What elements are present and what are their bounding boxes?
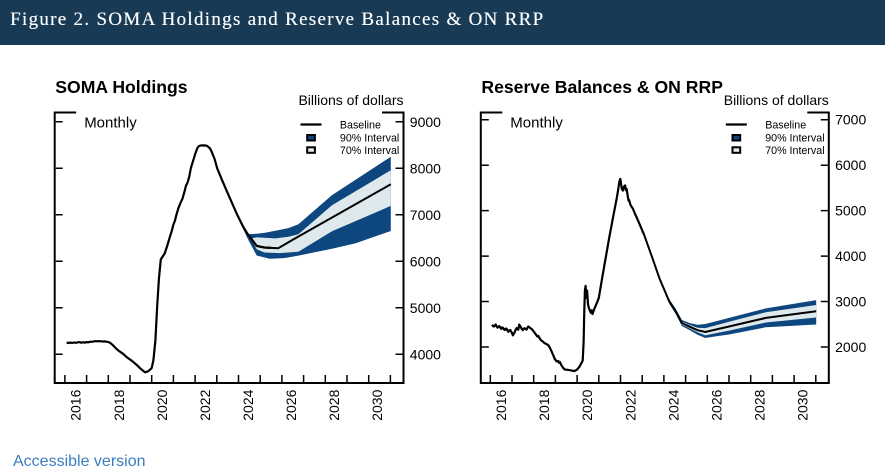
svg-text:Reserve Balances & ON RRP: Reserve Balances & ON RRP (481, 77, 723, 97)
svg-text:2018: 2018 (111, 389, 127, 420)
svg-text:2018: 2018 (536, 389, 552, 420)
svg-text:2028: 2028 (326, 389, 342, 420)
svg-text:2030: 2030 (369, 389, 385, 420)
svg-text:2026: 2026 (709, 389, 725, 420)
svg-text:4000: 4000 (410, 346, 441, 362)
svg-text:2020: 2020 (154, 389, 170, 420)
svg-text:9000: 9000 (410, 114, 441, 130)
svg-text:70% Interval: 70% Interval (340, 145, 399, 157)
svg-text:2000: 2000 (835, 339, 866, 355)
svg-text:Baseline: Baseline (340, 120, 381, 132)
svg-text:7000: 7000 (410, 207, 441, 223)
svg-text:2024: 2024 (240, 389, 256, 420)
svg-text:Billions of dollars: Billions of dollars (298, 92, 403, 108)
svg-text:8000: 8000 (410, 160, 441, 176)
svg-text:3000: 3000 (835, 294, 866, 310)
svg-text:7000: 7000 (835, 112, 866, 128)
svg-text:Baseline: Baseline (765, 120, 806, 132)
svg-text:2026: 2026 (283, 389, 299, 420)
svg-text:2028: 2028 (752, 389, 768, 420)
svg-text:Billions of dollars: Billions of dollars (724, 92, 829, 108)
svg-text:2016: 2016 (493, 389, 509, 420)
svg-text:2022: 2022 (197, 389, 213, 420)
svg-text:2024: 2024 (665, 389, 681, 420)
svg-text:90% Interval: 90% Interval (765, 133, 824, 145)
svg-text:6000: 6000 (835, 157, 866, 173)
svg-text:5000: 5000 (410, 300, 441, 316)
svg-text:2030: 2030 (795, 389, 811, 420)
svg-text:Monthly: Monthly (84, 115, 137, 132)
svg-text:2020: 2020 (579, 389, 595, 420)
svg-text:SOMA Holdings: SOMA Holdings (55, 77, 187, 97)
svg-text:2022: 2022 (622, 389, 638, 420)
svg-text:90% Interval: 90% Interval (340, 133, 399, 145)
svg-text:4000: 4000 (835, 248, 866, 264)
svg-text:5000: 5000 (835, 203, 866, 219)
svg-text:2016: 2016 (68, 389, 84, 420)
svg-text:6000: 6000 (410, 253, 441, 269)
svg-text:Monthly: Monthly (510, 115, 563, 132)
svg-text:70% Interval: 70% Interval (765, 145, 824, 157)
